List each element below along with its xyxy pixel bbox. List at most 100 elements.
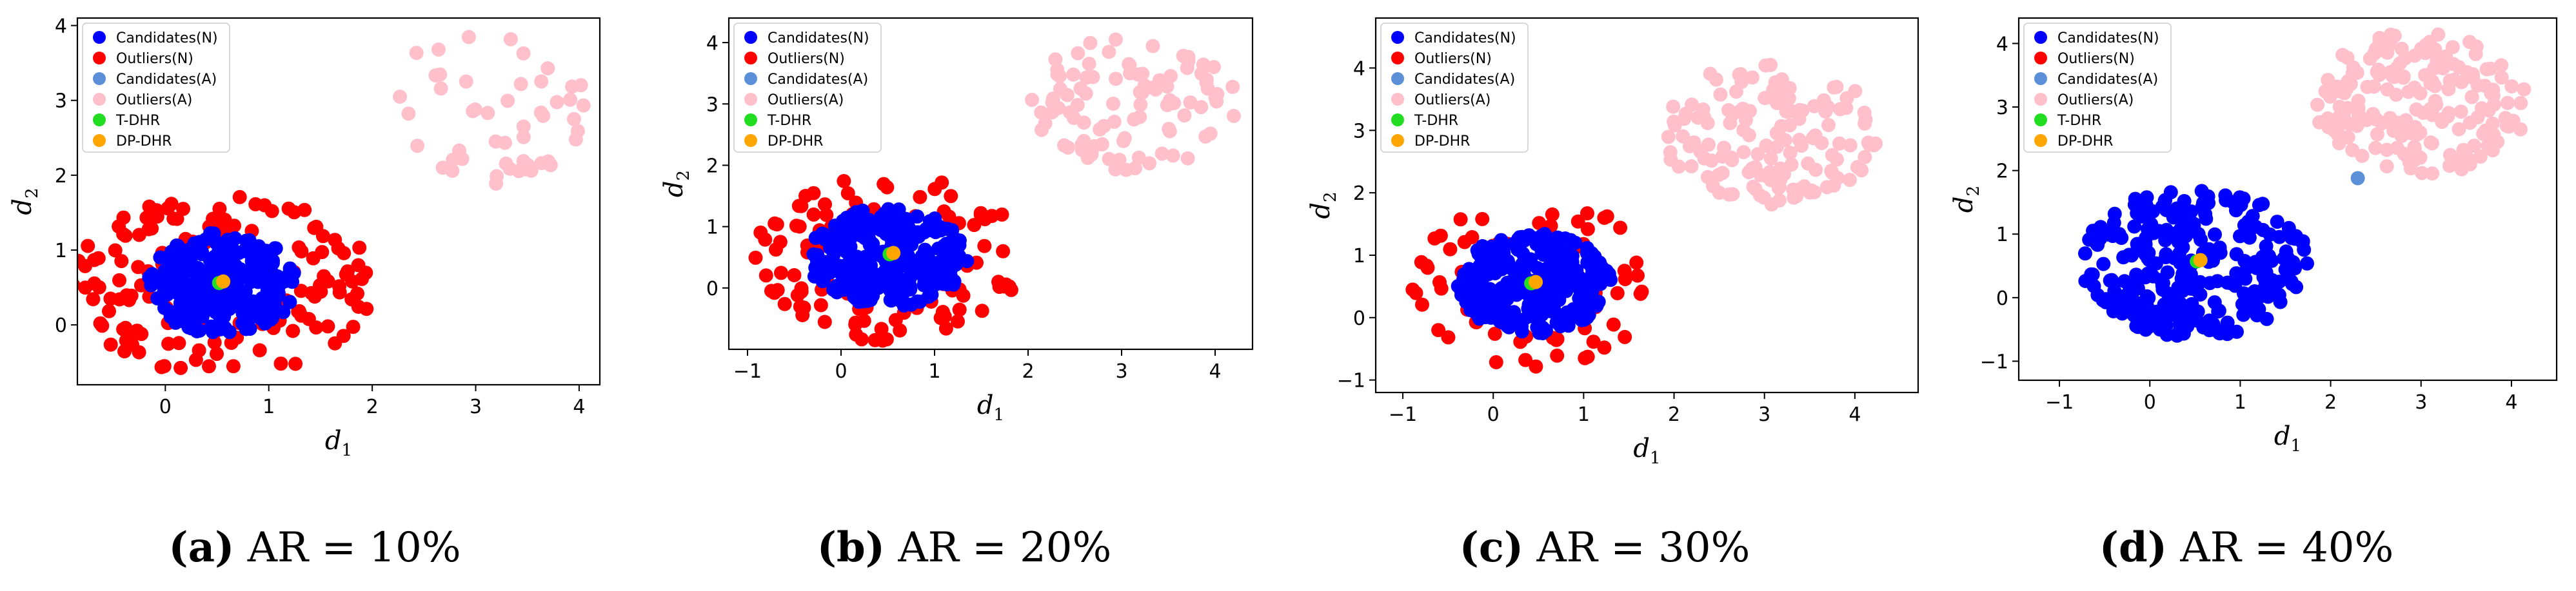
point-outliersn	[973, 206, 988, 220]
point-outliersa	[2380, 45, 2395, 60]
point-outliersn	[1634, 284, 1649, 299]
point-candidatesn	[2092, 222, 2106, 237]
point-outliersn	[848, 317, 863, 332]
point-outliersa	[1227, 108, 1241, 123]
legend-marker	[2034, 52, 2047, 64]
point-outliersa	[2430, 53, 2444, 68]
point-outliersn	[337, 246, 352, 260]
point-candidatesn	[1538, 267, 1553, 282]
point-outliersn	[877, 177, 891, 191]
point-candidatesn	[1500, 254, 1515, 269]
point-candidatesn	[1466, 270, 1481, 284]
point-outliersa	[1167, 96, 1182, 110]
points-d	[2078, 27, 2531, 343]
point-outliersn	[937, 309, 952, 324]
point-outliersa	[1748, 160, 1763, 175]
legend-label: Candidates(N)	[1414, 30, 1516, 46]
legend-label: Outliers(N)	[116, 51, 193, 67]
point-outliersn	[308, 289, 322, 304]
point-outliersn	[139, 210, 154, 225]
point-outliersa	[2371, 63, 2386, 77]
point-outliersn	[92, 280, 106, 295]
point-outliersa	[570, 124, 585, 139]
point-outliersn	[132, 228, 146, 242]
point-outliersn	[1630, 268, 1645, 283]
point-outliersn	[297, 202, 312, 217]
x-tick-label: 2	[1668, 403, 1680, 426]
point-outliersn	[125, 337, 139, 352]
point-outliersa	[2359, 113, 2374, 128]
point-candidatesn	[843, 239, 858, 254]
point-outliersn	[112, 292, 127, 307]
point-outliersn	[806, 207, 821, 222]
point-outliersn	[355, 271, 369, 286]
point-outliersa	[2464, 90, 2479, 104]
point-outliersn	[777, 296, 792, 311]
point-candidatesn	[165, 267, 180, 282]
point-outliersa	[1048, 52, 1063, 67]
point-candidatesn	[2272, 287, 2286, 302]
point-outliersa	[2477, 79, 2492, 93]
point-candidatesn	[852, 207, 866, 221]
point-outliersa	[1102, 44, 1116, 59]
point-candidatesn	[210, 294, 225, 309]
point-candidatesn	[917, 274, 932, 289]
point-outliersa	[1830, 152, 1844, 167]
point-outliersa	[1736, 101, 1750, 116]
point-outliersa	[1704, 153, 1719, 168]
point-outliersa	[1109, 72, 1123, 86]
point-candidatesn	[2159, 304, 2174, 319]
point-outliersa	[410, 139, 425, 153]
point-outliersn	[1578, 351, 1592, 365]
point-outliersn	[789, 218, 804, 233]
point-outliersn	[264, 204, 279, 218]
legend-marker	[744, 93, 757, 106]
point-candidatesn	[866, 288, 880, 303]
point-outliersa	[2425, 102, 2440, 117]
point-outliersn	[306, 251, 321, 266]
point-outliersa	[393, 90, 408, 104]
point-candidatesn	[1568, 235, 1583, 250]
point-outliersa	[2413, 86, 2428, 101]
point-candidatesn	[2169, 291, 2184, 306]
legend-marker	[1391, 31, 1404, 44]
point-outliersn	[1518, 353, 1533, 367]
legend-marker	[744, 113, 757, 126]
point-candidatesn	[2180, 319, 2195, 334]
point-outliersn	[1570, 214, 1585, 229]
point-candidatesn	[2115, 306, 2130, 321]
point-outliersn	[819, 208, 834, 222]
legend-box	[2023, 23, 2172, 153]
point-candidatesn	[2129, 267, 2144, 282]
point-candidatesn	[2157, 193, 2172, 208]
point-outliersa	[461, 30, 476, 44]
x-tick-label: 4	[2505, 391, 2517, 414]
point-outliersa	[455, 151, 470, 166]
point-candidatesn	[1549, 261, 1564, 276]
point-outliersa	[516, 46, 531, 61]
point-outliersa	[1181, 53, 1196, 68]
point-outliersn	[837, 174, 851, 188]
x-tick-label: 1	[2234, 391, 2246, 414]
x-tick-label: −1	[733, 360, 762, 383]
y-tick-label: 0	[1996, 287, 2008, 310]
point-outliersa	[2425, 166, 2440, 181]
point-outliersa	[1832, 136, 1847, 151]
point-candidatesn	[2230, 270, 2244, 285]
y-axis-label: d2	[1306, 191, 1340, 218]
point-candidatesn	[2149, 256, 2163, 271]
point-candidatesn	[243, 263, 257, 278]
point-candidatesn	[1549, 272, 1564, 286]
point-candidatesn	[2078, 246, 2092, 261]
point-outliersa	[1676, 129, 1690, 144]
legend-label: Candidates(N)	[116, 30, 218, 46]
point-outliersn	[1431, 323, 1446, 338]
point-outliersa	[1045, 95, 1060, 110]
legend-label: Candidates(N)	[2057, 30, 2159, 46]
point-candidatesn	[2300, 256, 2314, 271]
point-outliersa	[533, 105, 548, 120]
point-outliersn	[753, 225, 768, 240]
point-candidatesn	[2255, 197, 2270, 211]
point-outliersa	[1165, 148, 1180, 163]
plot-frame	[1374, 17, 1919, 394]
